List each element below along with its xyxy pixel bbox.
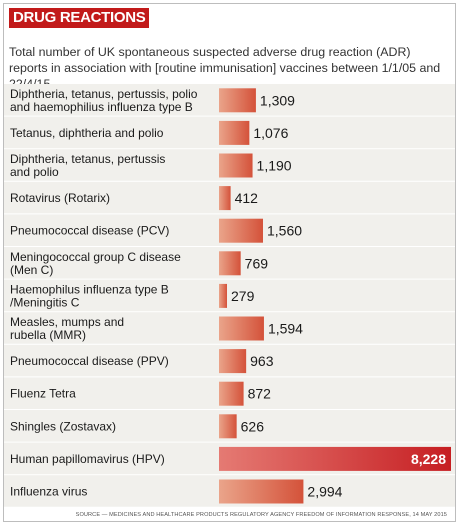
value-label: 1,190 [257, 158, 292, 174]
category-label: and haemophilius influenza type B [10, 100, 193, 114]
bar-row: Pneumococcal disease (PCV) 1,560 [4, 214, 455, 248]
row-background [4, 279, 455, 313]
category-label: Rotavirus (Rotarix) [10, 191, 110, 205]
bar [219, 316, 264, 341]
chart-frame: DRUG REACTIONS Total number of UK sponta… [3, 3, 456, 522]
bar [219, 446, 451, 471]
bar [219, 381, 244, 406]
value-label: 963 [250, 353, 274, 369]
category-label: Measles, mumps and [10, 315, 124, 329]
bar [219, 153, 253, 178]
bar-row: Influenza virus 2,994 [4, 475, 455, 508]
category-label: Fluenz Tetra [10, 387, 76, 401]
value-label: 412 [235, 190, 259, 206]
bar [219, 218, 263, 243]
value-label: 769 [245, 255, 269, 271]
bar-chart: Diphtheria, tetanus, pertussis, polioand… [4, 84, 455, 508]
category-label: Pneumococcal disease (PCV) [10, 224, 169, 238]
bar [219, 283, 227, 308]
category-label: Pneumococcal disease (PPV) [10, 354, 169, 368]
value-label: 279 [231, 288, 255, 304]
bar-row: Diphtheria, tetanus, pertussis, polioand… [4, 84, 455, 118]
bar [219, 186, 231, 211]
category-label: Human papillomavirus (HPV) [10, 452, 165, 466]
bar [219, 88, 256, 113]
bar [219, 414, 237, 439]
category-label: Diphtheria, tetanus, pertussis [10, 152, 165, 166]
value-label: 2,994 [307, 484, 342, 500]
category-label: Meningococcal group C disease [10, 250, 181, 264]
bar [219, 349, 247, 374]
category-label: Influenza virus [10, 485, 87, 499]
category-label: Haemophilus influenza type B [10, 282, 169, 296]
bar-row: Human papillomavirus (HPV) 8,228 [4, 442, 455, 477]
bar [219, 120, 250, 145]
value-label: 8,228 [411, 451, 446, 467]
category-label: (Men C) [10, 263, 53, 277]
bar [219, 479, 304, 504]
chart-title: DRUG REACTIONS [9, 8, 150, 28]
bar-row: Meningococcal group C disease(Men C) 769 [4, 247, 455, 281]
bar-row: Rotavirus (Rotarix) 412 [4, 181, 455, 216]
value-label: 626 [241, 418, 265, 434]
value-label: 1,309 [260, 92, 295, 108]
bar-row: Shingles (Zostavax) 626 [4, 410, 455, 444]
bar-row: Tetanus, diphtheria and polio 1,076 [4, 116, 455, 151]
category-label: and polio [10, 165, 59, 179]
bar-row: Haemophilus influenza type B/Meningitis … [4, 279, 455, 314]
category-label: Diphtheria, tetanus, pertussis, polio [10, 87, 198, 101]
category-label: Tetanus, diphtheria and polio [10, 126, 164, 140]
category-label: Shingles (Zostavax) [10, 419, 116, 433]
value-label: 1,594 [268, 321, 303, 337]
category-label: rubella (MMR) [10, 328, 86, 342]
category-label: /Meningitis C [10, 295, 80, 309]
bar-row: Fluenz Tetra 872 [4, 377, 455, 411]
bar-row: Pneumococcal disease (PPV) 963 [4, 344, 455, 379]
source-note: SOURCE — MEDICINES AND HEALTHCARE PRODUC… [75, 512, 447, 518]
bar [219, 251, 241, 276]
value-label: 1,560 [267, 223, 302, 239]
value-label: 872 [248, 386, 272, 402]
value-label: 1,076 [253, 125, 288, 141]
